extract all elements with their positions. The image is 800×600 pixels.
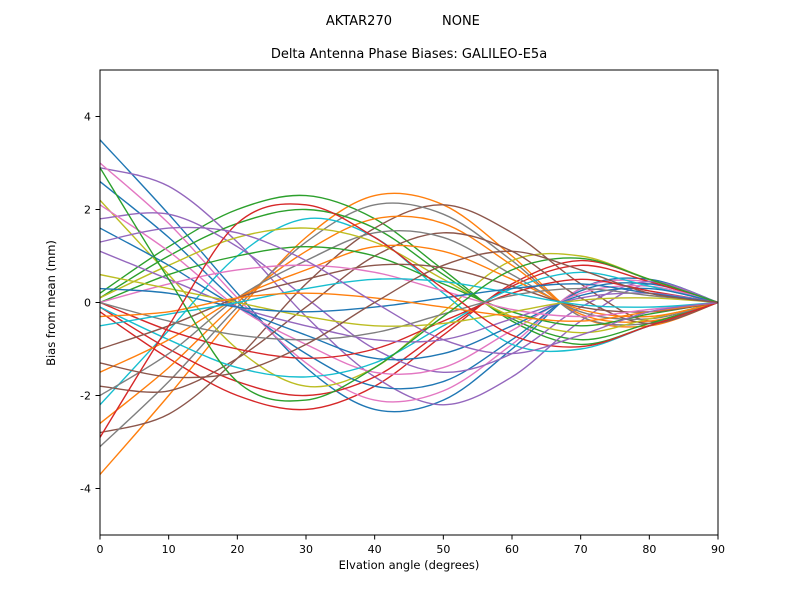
x-tick-label: 0 [97,543,104,556]
y-tick-label: -2 [80,390,91,403]
series-line [100,263,718,350]
series-line [100,167,718,402]
series-line [100,139,718,413]
series-line [100,264,718,318]
series-line [100,203,718,439]
series-line [100,227,718,361]
series-line [100,244,718,373]
x-tick-label: 30 [299,543,313,556]
series-line [100,278,718,359]
series-line [100,273,718,327]
series-line [100,204,718,376]
suptitle-program: AKTAR270 [326,14,392,29]
series-line [100,226,718,355]
series-line [100,212,718,374]
x-axis-label: Elvation angle (degrees) [339,558,480,572]
x-tick-label: 50 [436,543,450,556]
series-group [100,139,718,476]
x-tick-label: 70 [574,543,588,556]
series-line [100,271,718,378]
series-line [100,287,718,341]
x-tick-label: 20 [230,543,244,556]
y-tick-label: -4 [80,483,91,496]
x-tick-label: 10 [162,543,176,556]
series-line [100,264,718,397]
series-line [100,246,718,327]
series-line [100,278,718,327]
x-tick-label: 80 [642,543,656,556]
series-line [100,292,718,322]
chart-title: Delta Antenna Phase Biases: GALILEO-E5a [271,47,547,62]
y-tick-label: 0 [84,297,91,310]
x-tick-label: 60 [505,543,519,556]
suptitle-mode: NONE [442,14,480,29]
y-tick-label: 4 [84,111,91,124]
series-line [100,227,718,334]
axes-group: 0 10 20 30 40 50 60 70 80 90 -4 -2 0 2 4 [80,69,725,556]
series-line [100,208,718,341]
x-tick-label: 40 [368,543,382,556]
series-line [100,250,718,379]
series-line [100,192,718,476]
series-line [100,250,718,343]
y-tick-label: 2 [84,204,91,217]
x-tick-label: 90 [711,543,725,556]
y-axis-label: Bias from mean (mm) [44,240,58,366]
series-line [100,232,718,393]
series-line [100,202,718,448]
series-line [100,230,718,397]
